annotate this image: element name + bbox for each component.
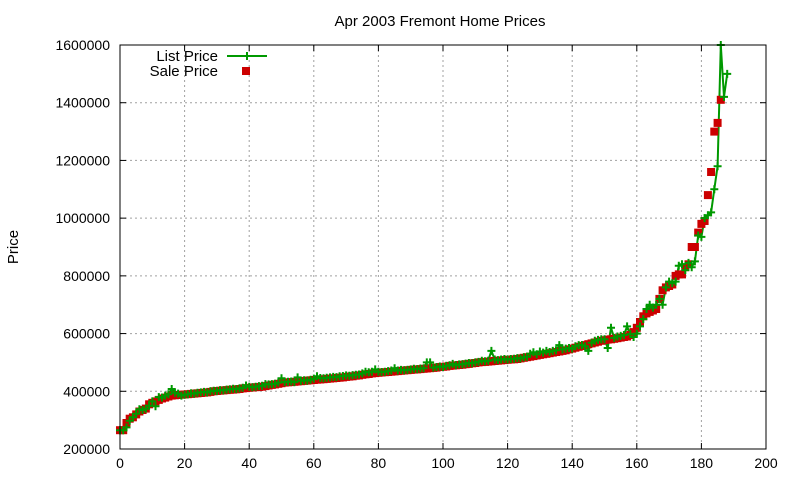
y-tick-label: 400000	[63, 383, 110, 399]
x-tick-label: 80	[371, 455, 387, 471]
x-tick-label: 120	[496, 455, 520, 471]
list-price-point	[584, 346, 593, 355]
sale-price-point	[710, 127, 719, 136]
list-price-point	[639, 315, 648, 324]
sale-price-point	[629, 328, 638, 337]
x-tick-label: 140	[561, 455, 585, 471]
list-price-point	[148, 397, 157, 406]
list-price-point	[419, 364, 428, 373]
list-price-point	[655, 294, 664, 303]
list-price-point	[603, 344, 612, 352]
legend-marker-sale-price	[242, 67, 250, 75]
sale-price-point	[636, 318, 644, 326]
list-price-point	[623, 322, 632, 331]
list-price-point	[681, 266, 690, 275]
list-price-point	[678, 260, 686, 269]
list-price-point	[632, 329, 641, 338]
list-price-point	[636, 322, 644, 331]
sale-price-point	[652, 305, 661, 313]
legend-label-sale-price: Sale Price	[150, 63, 218, 80]
list-price-point	[426, 358, 435, 367]
list-price-point	[122, 423, 131, 432]
list-price-point	[484, 356, 493, 365]
x-tick-label: 0	[116, 455, 124, 471]
list-price-point	[720, 92, 728, 101]
axis-ticks: 0 20 40 60 80 100 120 140 160 180 200 200000 400000 6…	[55, 37, 777, 471]
x-tick-label: 180	[690, 455, 714, 471]
legend: List Price Sale Price	[150, 48, 267, 80]
list-price-point	[642, 305, 651, 313]
legend-label-list-price: List Price	[156, 48, 218, 65]
list-price-point	[600, 335, 609, 344]
y-tick-label: 200000	[63, 441, 110, 457]
x-tick-label: 200	[754, 455, 778, 471]
list-price-point	[151, 402, 160, 411]
sale-price-point	[690, 243, 699, 251]
x-tick-label: 160	[625, 455, 649, 471]
sale-price-point	[713, 118, 722, 127]
x-tick-label: 60	[306, 455, 322, 471]
x-tick-label: 40	[241, 455, 257, 471]
list-price-point	[555, 341, 564, 350]
sale-price-point	[632, 323, 641, 332]
list-price-point	[697, 232, 706, 241]
list-price-point	[707, 208, 716, 217]
legend-marker-list-price	[243, 52, 251, 60]
list-price-point	[487, 346, 496, 355]
sale-price-point	[678, 270, 686, 279]
list-price-point	[132, 409, 141, 418]
list-price-point	[710, 185, 719, 194]
grid-lines	[120, 45, 766, 449]
list-price-point	[290, 378, 299, 387]
y-tick-label: 800000	[63, 268, 110, 284]
list-price-point	[164, 390, 173, 399]
y-tick-label: 1200000	[55, 152, 110, 168]
y-axis-label: Price	[5, 230, 22, 264]
list-price-point	[581, 342, 590, 351]
x-tick-label: 100	[431, 455, 455, 471]
x-tick-label: 20	[177, 455, 193, 471]
list-price-point	[661, 283, 670, 292]
sale-price-point	[707, 168, 716, 176]
y-tick-label: 1400000	[55, 95, 110, 111]
list-price-point	[607, 323, 615, 332]
y-tick-label: 1000000	[55, 210, 110, 226]
list-price-point	[684, 258, 693, 267]
sale-price-point	[716, 95, 725, 104]
plot-frame	[119, 44, 767, 450]
sale-price-point	[703, 191, 712, 200]
list-price-point	[671, 277, 680, 286]
list-price-point	[713, 162, 722, 171]
list-price-point	[690, 257, 699, 266]
list-price-point	[687, 263, 696, 272]
list-price-point	[658, 300, 667, 309]
sale-price-point	[122, 419, 131, 427]
y-tick-label: 1600000	[55, 37, 110, 53]
list-price-point	[723, 69, 732, 78]
chart-title: Apr 2003 Fremont Home Prices	[335, 13, 546, 30]
y-tick-label: 600000	[63, 326, 110, 342]
series-layer	[116, 41, 732, 435]
